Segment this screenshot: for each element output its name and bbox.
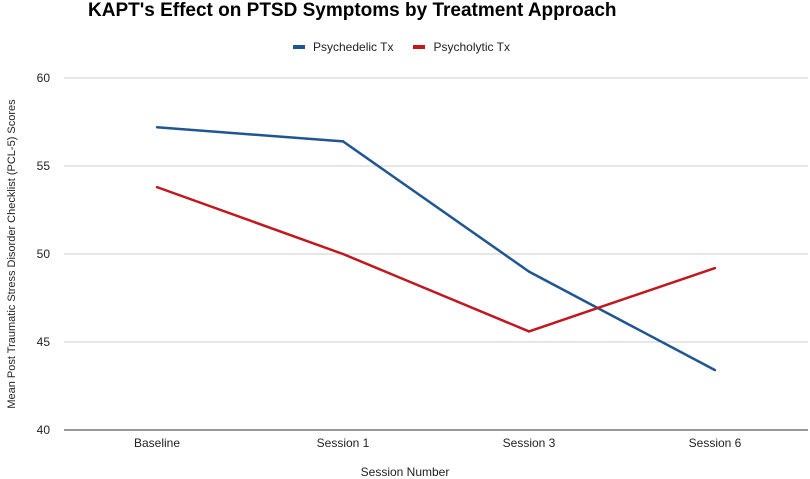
x-tick-label: Session 3 <box>503 436 556 450</box>
data-point <box>713 368 717 372</box>
legend-swatch-psychedelic <box>293 45 305 49</box>
legend-swatch-psycholytic <box>413 45 426 49</box>
x-tick-label: Baseline <box>134 436 180 450</box>
data-point <box>341 140 345 143</box>
data-point <box>527 330 531 333</box>
x-axis-label: Session Number <box>360 465 450 479</box>
y-tick-label: 60 <box>37 71 51 85</box>
legend-item-psycholytic[interactable]: Psycholytic Tx <box>413 40 510 54</box>
legend-label-psycholytic: Psycholytic Tx <box>433 40 510 54</box>
x-tick-label: Session 6 <box>689 436 742 450</box>
series-line-1 <box>156 185 716 333</box>
legend: Psychedelic Tx Psycholytic Tx <box>293 40 510 54</box>
data-point <box>155 185 159 189</box>
series-line-0 <box>156 126 716 372</box>
y-tick-label: 50 <box>37 247 51 261</box>
data-point <box>527 270 531 273</box>
legend-label-psychedelic: Psychedelic Tx <box>313 40 394 54</box>
y-tick-label: 40 <box>37 423 51 437</box>
x-tick-label: Session 1 <box>317 436 370 450</box>
data-point <box>155 126 159 129</box>
y-tick-label: 45 <box>37 335 51 349</box>
y-tick-label: 55 <box>37 159 51 173</box>
data-point <box>713 266 717 270</box>
chart-title: KAPT's Effect on PTSD Symptoms by Treatm… <box>88 0 617 21</box>
data-point <box>341 252 345 256</box>
legend-item-psychedelic[interactable]: Psychedelic Tx <box>293 40 393 54</box>
